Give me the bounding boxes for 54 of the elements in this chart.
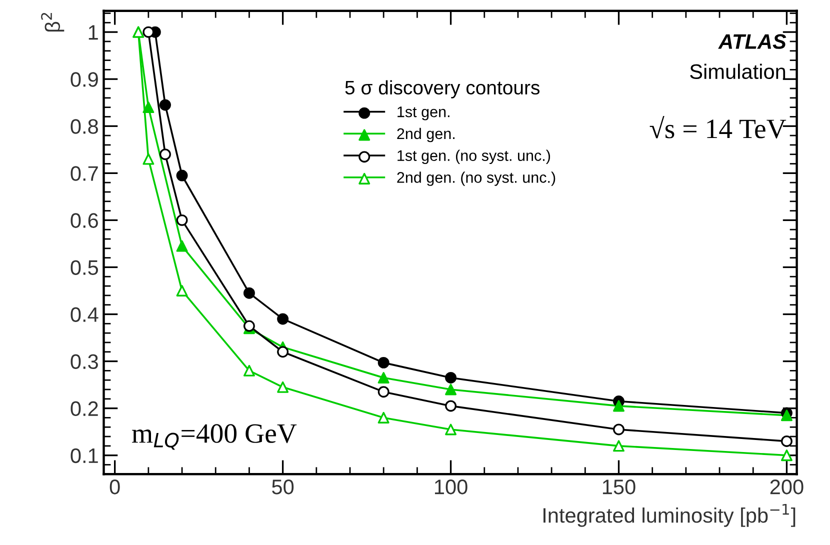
- point: [176, 170, 188, 182]
- y-tick-label: 0.1: [70, 448, 98, 464]
- annotation: Simulation: [690, 64, 786, 80]
- point: [277, 346, 289, 358]
- point: [176, 284, 188, 296]
- point: [780, 450, 792, 462]
- point: [176, 214, 188, 226]
- y-axis-title: β$^{2}$: [41, 12, 64, 32]
- point: [445, 372, 457, 384]
- y-tick-label: 1: [88, 25, 98, 40]
- legend-label: 1st gen. (no syst. unc.): [398, 150, 550, 164]
- point: [142, 153, 154, 165]
- x-tick-label: 150: [602, 480, 636, 494]
- point: [159, 148, 171, 160]
- legend-title: 5 σ discovery contours: [345, 80, 540, 98]
- x-tick-label: 50: [272, 480, 294, 494]
- annotation: √s = 14 TeV: [650, 116, 786, 138]
- point: [277, 381, 289, 393]
- point: [142, 102, 154, 114]
- point: [378, 386, 390, 398]
- point: [613, 440, 624, 452]
- y-tick-label: 0.9: [70, 72, 98, 87]
- x-tick-label: 100: [434, 480, 468, 494]
- point: [780, 410, 792, 422]
- x-tick-label: 200: [770, 480, 804, 494]
- point: [277, 313, 289, 325]
- point: [159, 99, 171, 111]
- point: [613, 400, 624, 412]
- y-tick-label: 0.8: [70, 119, 98, 134]
- point: [243, 364, 255, 376]
- x-axis-title: Integrated luminosity [pb$^{−1}$]: [544, 504, 796, 527]
- point: [243, 287, 255, 299]
- legend-label: 1st gen.: [398, 106, 450, 120]
- y-tick-label: 0.7: [70, 166, 98, 181]
- y-tick-label: 0.6: [70, 213, 98, 228]
- legend-label: 2nd gen.: [397, 128, 454, 142]
- annotation: ATLAS: [718, 34, 786, 49]
- point: [378, 372, 390, 384]
- point: [378, 412, 390, 424]
- point: [243, 320, 255, 332]
- point: [445, 384, 457, 396]
- x-tick-label: 0: [110, 480, 120, 494]
- point: [176, 240, 188, 252]
- annotation: m$_{LQ}$=400 GeV: [132, 424, 297, 450]
- point: [378, 356, 390, 368]
- y-tick-label: 0.4: [70, 307, 98, 322]
- point: [445, 424, 457, 436]
- y-tick-label: 0.5: [70, 260, 98, 275]
- point: [613, 424, 624, 436]
- y-tick-label: 0.2: [70, 401, 98, 416]
- point: [445, 400, 457, 412]
- legend-label: 2nd gen. (no syst. unc.): [397, 172, 556, 186]
- point: [780, 435, 792, 447]
- y-tick-label: 0.3: [70, 354, 98, 370]
